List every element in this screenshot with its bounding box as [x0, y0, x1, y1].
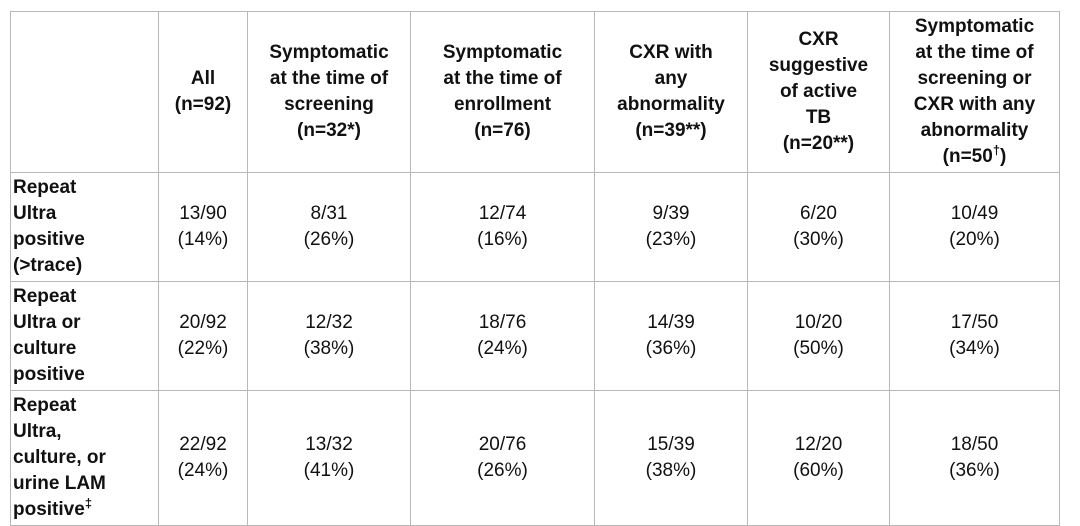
column-header-cxr-active-tb: CXR suggestive of active TB (n=20**)	[747, 11, 890, 173]
column-header-symptomatic-enrollment: Symptomatic at the time of enrollment (n…	[410, 11, 595, 173]
data-cell: 20/92 (22%)	[158, 281, 248, 391]
data-cell: 18/76 (24%)	[410, 281, 595, 391]
column-header-symptomatic-or-cxr: Symptomatic at the time of screening or …	[889, 11, 1060, 173]
data-cell: 12/74 (16%)	[410, 172, 595, 282]
table-row-repeat-ultra-culture-or-lam: Repeat Ultra, culture, or urine LAM posi…	[10, 390, 1060, 526]
data-cell: 12/20 (60%)	[747, 390, 890, 526]
column-header-blank	[10, 11, 159, 173]
header-row: All (n=92) Symptomatic at the time of sc…	[10, 11, 1060, 173]
row-label: Repeat Ultra or culture positive	[10, 281, 159, 391]
data-cell: 14/39 (36%)	[594, 281, 748, 391]
dagger-footnote-marker: †	[992, 142, 1001, 158]
row-label: Repeat Ultra positive (>trace)	[10, 172, 159, 282]
data-cell: 6/20 (30%)	[747, 172, 890, 282]
data-cell: 10/20 (50%)	[747, 281, 890, 391]
column-header-cxr-any-abnormality: CXR with any abnormality (n=39**)	[594, 11, 748, 173]
row-label: Repeat Ultra, culture, or urine LAM posi…	[10, 390, 159, 526]
data-cell: 18/50 (36%)	[889, 390, 1060, 526]
data-cell: 8/31 (26%)	[247, 172, 411, 282]
data-cell: 10/49 (20%)	[889, 172, 1060, 282]
table-row-repeat-ultra-or-culture: Repeat Ultra or culture positive 20/92 (…	[10, 281, 1060, 391]
data-cell: 13/90 (14%)	[158, 172, 248, 282]
data-cell: 13/32 (41%)	[247, 390, 411, 526]
table-row-repeat-ultra-positive: Repeat Ultra positive (>trace) 13/90 (14…	[10, 172, 1060, 282]
label-with-double-dagger: positive‡	[13, 495, 92, 520]
data-cell: 15/39 (38%)	[594, 390, 748, 526]
data-cell: 22/92 (24%)	[158, 390, 248, 526]
column-header-symptomatic-screening: Symptomatic at the time of screening (n=…	[247, 11, 411, 173]
data-cell: 17/50 (34%)	[889, 281, 1060, 391]
double-dagger-footnote-marker: ‡	[84, 495, 92, 511]
n-with-dagger: (n=50†)	[942, 142, 1007, 167]
results-table: All (n=92) Symptomatic at the time of sc…	[10, 11, 1060, 526]
data-cell: 12/32 (38%)	[247, 281, 411, 391]
data-cell: 20/76 (26%)	[410, 390, 595, 526]
column-header-all: All (n=92)	[158, 11, 248, 173]
data-cell: 9/39 (23%)	[594, 172, 748, 282]
